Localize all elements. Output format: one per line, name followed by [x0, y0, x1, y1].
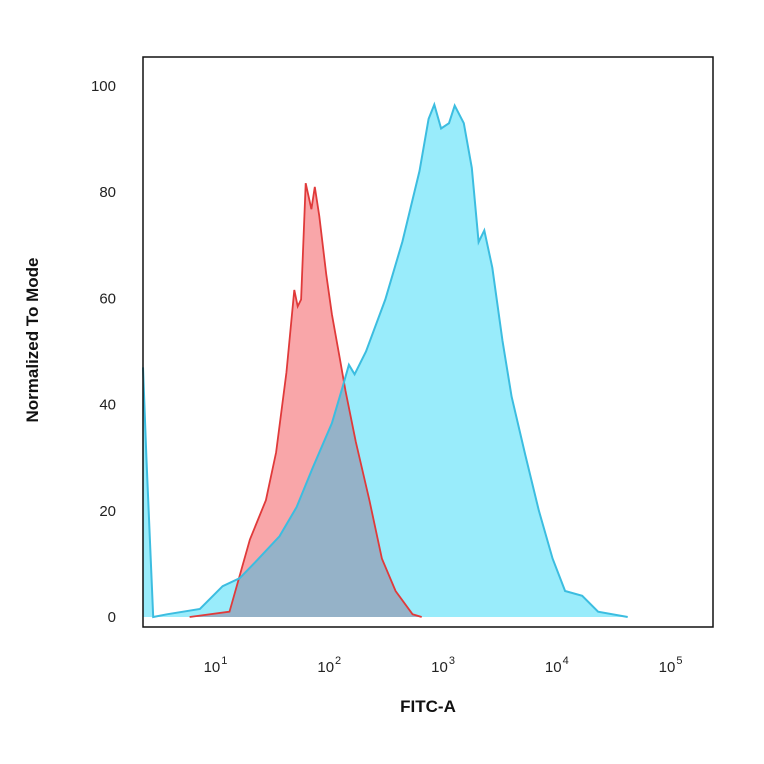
x-axis-label: FITC-A [400, 697, 456, 716]
series-line-antibody [142, 101, 628, 619]
series-overlap-fill [189, 384, 422, 617]
x-tick-label: 104 [545, 655, 569, 676]
plot-frame [142, 56, 714, 628]
y-tick-label: 60 [99, 290, 116, 307]
y-axis-ticks: 0 20 40 60 80 100 [91, 78, 116, 626]
y-tick-label: 80 [99, 184, 116, 201]
y-axis-label: Normalized To Mode [23, 258, 42, 423]
x-tick-label: 102 [317, 655, 341, 676]
y-tick-label: 20 [99, 503, 116, 520]
series-fill-antibody [143, 104, 628, 618]
plot-area [142, 101, 628, 619]
x-tick-label: 101 [204, 655, 228, 676]
series-line-isotype [189, 183, 422, 618]
x-tick-label: 105 [659, 655, 683, 676]
y-tick-label: 100 [91, 78, 116, 95]
x-axis-ticks: 101 102 103 104 105 [204, 655, 683, 676]
x-tick-label: 103 [431, 655, 455, 676]
y-tick-label: 40 [99, 397, 116, 414]
y-tick-label: 0 [108, 609, 116, 626]
